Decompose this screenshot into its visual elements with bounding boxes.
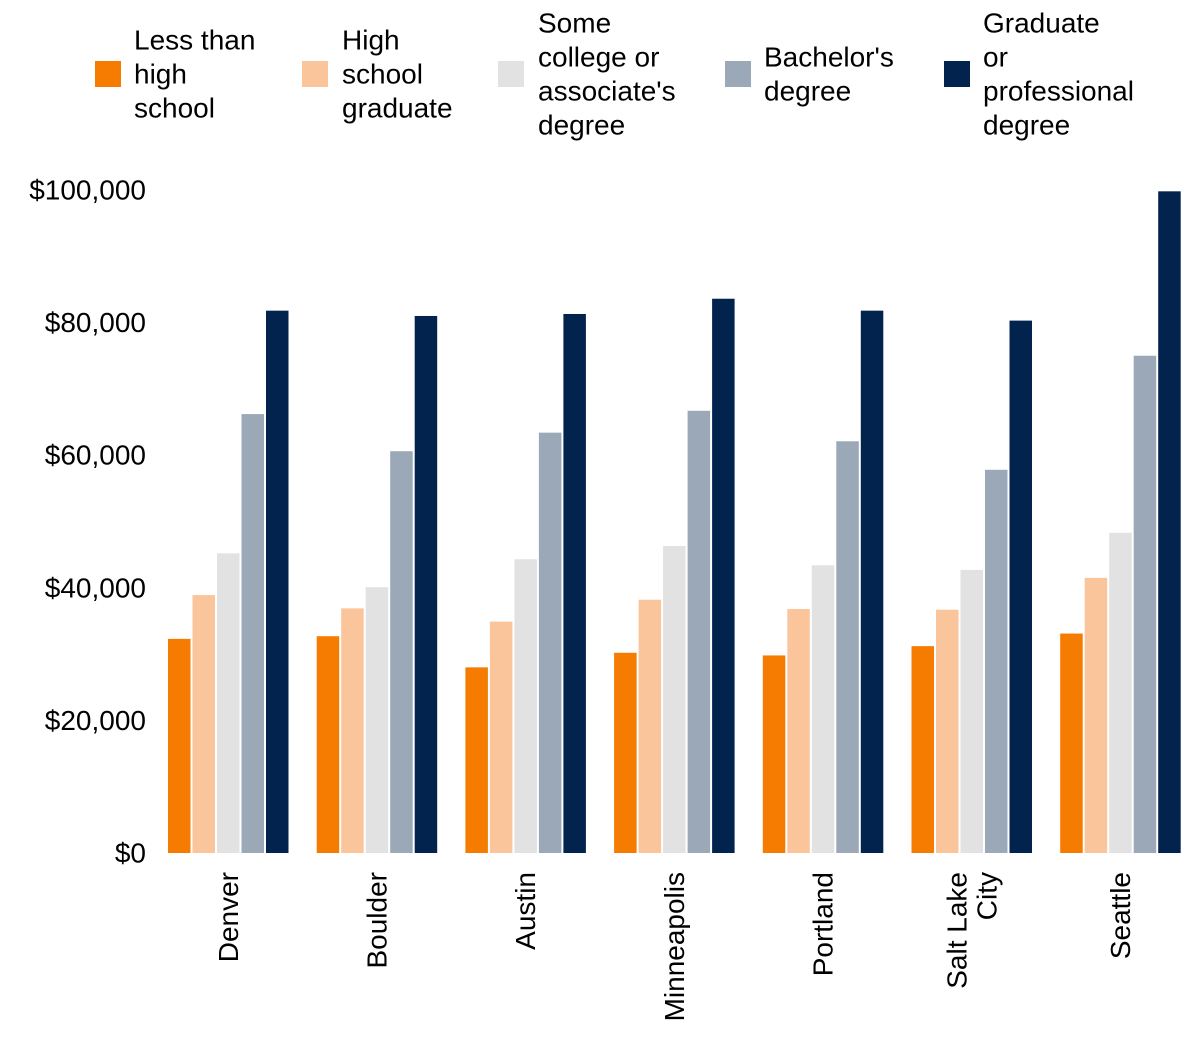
bar [911, 646, 934, 853]
bars [168, 191, 1181, 854]
bar [390, 451, 413, 853]
x-tick-label-line: Minneapolis [659, 872, 690, 1021]
bar [414, 315, 438, 854]
bar [563, 313, 586, 854]
legend-label: Less than [134, 25, 255, 56]
bar [663, 546, 686, 853]
y-tick-label: $100,000 [29, 175, 146, 206]
bar [168, 638, 191, 853]
legend-label: degree [764, 76, 851, 107]
legend-label: college or [538, 42, 659, 73]
x-tick-label: Salt Lake City [941, 872, 1002, 989]
x-tick-label: Denver [213, 872, 244, 962]
legend-label: associate's [538, 76, 676, 107]
y-tick-label: $60,000 [45, 440, 146, 471]
bar [465, 667, 488, 853]
bar [1084, 577, 1108, 853]
bar-group [614, 298, 735, 853]
bar [192, 595, 215, 853]
bar [1133, 355, 1157, 853]
bar-group [316, 315, 438, 854]
legend-label: school [342, 59, 423, 90]
x-tick-label: Boulder [361, 872, 392, 969]
bar [1109, 532, 1132, 853]
x-tick-label-line: Seattle [1105, 872, 1136, 959]
y-tick-label: $40,000 [45, 572, 146, 603]
legend-label: school [134, 93, 215, 124]
bar [489, 621, 513, 853]
legend-label: professional [983, 76, 1134, 107]
bar [836, 441, 859, 853]
bar [687, 410, 711, 853]
legend-label: Bachelor's [764, 42, 894, 73]
y-tick-label: $80,000 [45, 307, 146, 338]
y-axis: $0 $20,000 $40,000 $60,000 $80,000 $100,000 [29, 175, 146, 869]
x-tick-label-line: Boulder [361, 872, 392, 969]
legend-label: degree [538, 110, 625, 141]
legend-label: Graduate [983, 8, 1100, 39]
legend-swatch [95, 61, 121, 87]
x-tick-label-line: Salt Lake [941, 872, 972, 989]
bar [341, 608, 364, 853]
legend-label: high [134, 59, 187, 90]
bar [538, 432, 562, 853]
legend-label: or [983, 42, 1008, 73]
x-tick-label: Minneapolis [659, 872, 690, 1021]
bar [514, 559, 537, 853]
legend-label: graduate [342, 93, 453, 124]
y-tick-label: $20,000 [45, 705, 146, 736]
bar [217, 553, 240, 853]
bar [936, 609, 959, 853]
x-tick-label: Austin [510, 872, 541, 950]
bar [266, 310, 289, 853]
bar [316, 636, 340, 853]
bar [762, 655, 786, 853]
bar [787, 609, 810, 853]
legend-swatch [498, 61, 524, 87]
bar [638, 599, 662, 853]
x-tick-label: Seattle [1105, 872, 1136, 959]
x-tick-label-line: City [971, 872, 1002, 920]
legend-swatch [725, 61, 751, 87]
bar [614, 652, 637, 853]
bar [365, 587, 389, 853]
bar [712, 298, 735, 853]
bar-group [465, 313, 586, 854]
bar-group [1060, 191, 1181, 854]
bar-group [911, 320, 1032, 854]
y-tick-label: $0 [115, 838, 146, 869]
bar-group [762, 310, 884, 853]
legend-label: High [342, 25, 400, 56]
x-tick-label-line: Portland [808, 872, 839, 976]
legend-label: degree [983, 110, 1070, 141]
x-axis: Denver Boulder Austin Minneapolis Portland Sa… [213, 872, 1136, 1021]
legend-label: Some [538, 8, 611, 39]
bar [811, 565, 835, 853]
bar-group [168, 310, 289, 853]
bar [241, 414, 264, 853]
legend-swatch [944, 61, 970, 87]
bar [985, 469, 1008, 853]
legend-swatch [302, 61, 328, 87]
bar [1009, 320, 1032, 854]
bar [860, 310, 884, 853]
x-tick-label-line: Austin [510, 872, 541, 950]
bar [1060, 633, 1083, 853]
x-tick-label: Portland [808, 872, 839, 976]
legend: Less thanhighschoolHighschoolgraduateSom… [95, 8, 1134, 141]
bar [960, 569, 983, 853]
x-tick-label-line: Denver [213, 872, 244, 962]
bar [1158, 191, 1181, 854]
